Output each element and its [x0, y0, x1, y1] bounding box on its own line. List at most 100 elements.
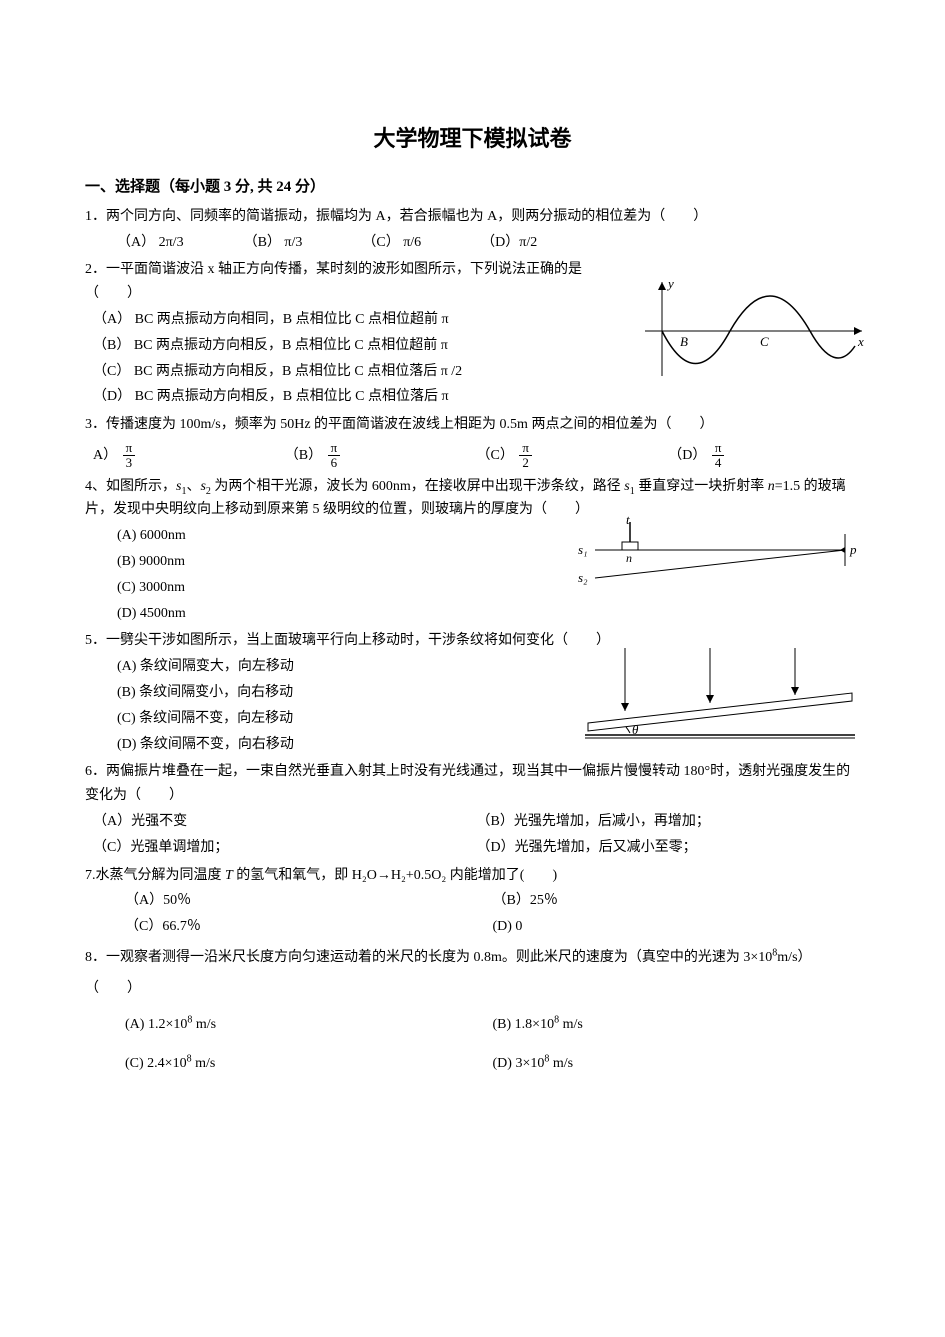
q7-opt-a: （A）50％ [125, 889, 493, 913]
q3-num-c: π [519, 441, 532, 456]
q4-p2: 为两个相干光源，波长为 600nm，在接收屏中出现干涉条纹，路径 [211, 479, 624, 494]
q6-opt-a: （A）光强不变 [93, 810, 477, 834]
q7-options: （A）50％ （B）25％ （C）66.7％ (D) 0 [125, 889, 860, 939]
fig-t-label: t [626, 514, 630, 527]
q6-opt-b: （B）光强先增加，后减小，再增加； [477, 810, 861, 834]
q1-text: 1．两个同方向、同频率的简谐振动，振幅均为 A，若合振幅也为 A，则两分振动的相… [85, 205, 860, 229]
q5-opt-d: (D) 条纹间隔不变，向右移动 [117, 733, 560, 757]
q3-den-b: 6 [328, 456, 341, 470]
q2-options: （A） BC 两点振动方向相同，B 点相位比 C 点相位超前 π （B） BC … [93, 308, 610, 409]
question-8: 8．一观察者测得一沿米尺长度方向匀速运动着的米尺的长度为 0.8m。则此米尺的速… [85, 943, 860, 1090]
question-1: 1．两个同方向、同频率的简谐振动，振幅均为 A，若合振幅也为 A，则两分振动的相… [85, 205, 860, 255]
question-3: 3．传播速度为 100m/s，频率为 50Hz 的平面简谐波在波线上相距为 0.… [85, 413, 860, 470]
y-axis-label: y [666, 276, 674, 291]
q8-a-label: (A) [125, 1017, 148, 1032]
q4-p1: 4、如图所示， [85, 479, 176, 494]
q8-b-unit: m/s [559, 1017, 583, 1032]
q7-text: 7.水蒸气分解为同温度 T 的氢气和氧气，即 H₂O→H₂+0.5O₂ 内能增加… [85, 864, 860, 888]
q3-den-c: 2 [519, 456, 532, 470]
q7-p1: 7.水蒸气分解为同温度 [85, 868, 225, 883]
q4-n: n [768, 479, 775, 494]
q8-d-label: (D) [493, 1056, 516, 1071]
q3-label-c: （C） [477, 448, 514, 463]
wave-figure: y x B C [640, 276, 870, 386]
theta-label: θ [632, 722, 639, 737]
q6-text: 6．两偏振片堆叠在一起，一束自然光垂直入射其上时没有光线通过，现当其中一偏振片慢… [85, 760, 860, 808]
q4-options: (A) 6000nm (B) 9000nm (C) 3000nm (D) 450… [117, 524, 560, 625]
q3-text: 3．传播速度为 100m/s，频率为 50Hz 的平面简谐波在波线上相距为 0.… [85, 413, 860, 437]
question-2: 2．一平面简谐波沿 x 轴正方向传播，某时刻的波形如图所示，下列说法正确的是（ … [85, 258, 860, 409]
q2-opt-b: （B） BC 两点振动方向相反，B 点相位比 C 点相位超前 π [93, 334, 610, 358]
q3-den-a: 3 [123, 456, 136, 470]
q8-opt-d: (D) 3×108 m/s [493, 1052, 861, 1076]
q8-opt-c: (C) 2.4×108 m/s [125, 1052, 493, 1076]
q1-opt-d: （D）π/2 [481, 231, 537, 255]
q8-d-val: 3×10 [515, 1056, 544, 1071]
q8-opt-b: (B) 1.8×108 m/s [493, 1013, 861, 1037]
question-5: 5．一劈尖干涉如图所示，当上面玻璃平行向上移动时，干涉条纹将如何变化（ ） (A… [85, 629, 860, 756]
q3-num-d: π [712, 441, 725, 456]
double-slit-figure: t s₁ s₂ n p [570, 514, 860, 609]
q7-opt-b: （B）25％ [493, 889, 861, 913]
q7-T: T [225, 868, 233, 883]
fig-p-label: p [849, 542, 857, 557]
q4-opt-c: (C) 3000nm [117, 576, 560, 600]
fig-s1-label: s₁ [578, 542, 588, 557]
q8-p1: 8．一观察者测得一沿米尺长度方向匀速运动着的米尺的长度为 0.8m。则此米尺的速… [85, 950, 772, 965]
q6-opt-d: （D）光强先增加，后又减小至零； [477, 836, 861, 860]
x-axis-label: x [857, 334, 864, 349]
q2-opt-a: （A） BC 两点振动方向相同，B 点相位比 C 点相位超前 π [93, 308, 610, 332]
question-4: 4、如图所示，s1、s2 为两个相干光源，波长为 600nm，在接收屏中出现干涉… [85, 475, 860, 626]
q8-a-unit: m/s [192, 1017, 216, 1032]
q4-sep: 、 [186, 479, 200, 494]
q7-opt-d: (D) 0 [493, 915, 861, 939]
q2-opt-c: （C） BC 两点振动方向相反，B 点相位比 C 点相位落后 π /2 [93, 360, 610, 384]
q3-opt-d: （D） π4 [668, 441, 860, 471]
page-title: 大学物理下模拟试卷 [85, 120, 860, 157]
q1-opt-c: （C） π/6 [362, 231, 421, 255]
q7-p2: 的氢气和氧气，即 H₂O→H₂+0.5O₂ 内能增加了( ) [233, 868, 557, 883]
wedge-figure: θ [570, 643, 870, 743]
q8-c-label: (C) [125, 1056, 147, 1071]
q3-num-b: π [328, 441, 341, 456]
q2-opt-d: （D） BC 两点振动方向相反，B 点相位比 C 点相位落后 π [93, 385, 610, 409]
q3-den-d: 4 [712, 456, 725, 470]
q5-opt-c: (C) 条纹间隔不变，向左移动 [117, 707, 560, 731]
q8-text: 8．一观察者测得一沿米尺长度方向匀速运动着的米尺的长度为 0.8m。则此米尺的速… [85, 943, 860, 1005]
q8-d-unit: m/s [549, 1056, 573, 1071]
q8-options: (A) 1.2×108 m/s (B) 1.8×108 m/s (C) 2.4×… [125, 1013, 860, 1091]
q3-opt-c: （C） π2 [477, 441, 669, 471]
fig-n-label: n [626, 551, 632, 565]
question-7: 7.水蒸气分解为同温度 T 的氢气和氧气，即 H₂O→H₂+0.5O₂ 内能增加… [85, 864, 860, 939]
q8-a-val: 1.2×10 [148, 1017, 187, 1032]
q8-c-unit: m/s [192, 1056, 216, 1071]
q5-opt-a: (A) 条纹间隔变大，向左移动 [117, 655, 560, 679]
question-6: 6．两偏振片堆叠在一起，一束自然光垂直入射其上时没有光线通过，现当其中一偏振片慢… [85, 760, 860, 859]
q6-options: （A）光强不变 （B）光强先增加，后减小，再增加； （C）光强单调增加； （D）… [93, 810, 860, 860]
q3-label-d: （D） [668, 448, 706, 463]
section-header: 一、选择题（每小题 3 分, 共 24 分） [85, 175, 860, 201]
q3-options: A） π3 （B） π6 （C） π2 （D） π4 [93, 441, 860, 471]
q4-opt-b: (B) 9000nm [117, 550, 560, 574]
q3-opt-b: （B） π6 [285, 441, 477, 471]
fig-s2-label: s₂ [578, 570, 588, 585]
q4-opt-a: (A) 6000nm [117, 524, 560, 548]
q3-num-a: π [123, 441, 136, 456]
point-b-label: B [680, 334, 688, 349]
q8-b-label: (B) [493, 1017, 515, 1032]
q5-options: (A) 条纹间隔变大，向左移动 (B) 条纹间隔变小，向右移动 (C) 条纹间隔… [117, 655, 560, 756]
q1-opt-a: （A） 2π/3 [117, 231, 184, 255]
q3-label-a: A） [93, 448, 117, 463]
q6-opt-c: （C）光强单调增加； [93, 836, 477, 860]
q4-p3: 垂直穿过一块折射率 [635, 479, 768, 494]
point-c-label: C [760, 334, 769, 349]
q7-opt-c: （C）66.7％ [125, 915, 493, 939]
q4-opt-d: (D) 4500nm [117, 602, 560, 626]
q8-b-val: 1.8×10 [515, 1017, 554, 1032]
q8-c-val: 2.4×10 [147, 1056, 186, 1071]
q3-label-b: （B） [285, 448, 322, 463]
q5-opt-b: (B) 条纹间隔变小，向右移动 [117, 681, 560, 705]
q3-opt-a: A） π3 [93, 441, 285, 471]
q2-text: 2．一平面简谐波沿 x 轴正方向传播，某时刻的波形如图所示，下列说法正确的是（ … [85, 258, 610, 306]
q8-opt-a: (A) 1.2×108 m/s [125, 1013, 493, 1037]
